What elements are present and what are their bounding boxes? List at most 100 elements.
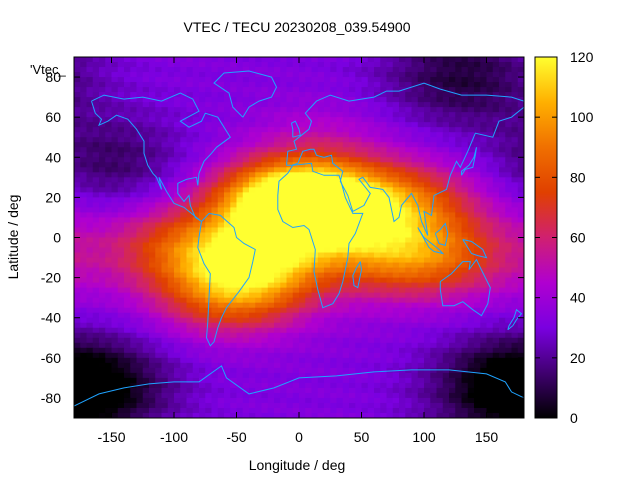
heatmap-cell (411, 392, 419, 399)
heatmap-cell (374, 307, 381, 314)
heatmap-cell (149, 362, 156, 369)
heatmap-cell (511, 57, 519, 63)
heatmap-cell (124, 72, 131, 78)
heatmap-cell (486, 357, 494, 364)
heatmap-cell (349, 212, 356, 219)
heatmap-cell (430, 117, 438, 123)
heatmap-cell (280, 302, 288, 309)
heatmap-cell (330, 72, 338, 78)
heatmap-cell (199, 197, 206, 203)
heatmap-cell (99, 287, 106, 294)
heatmap-cell (274, 392, 281, 399)
heatmap-cell (111, 87, 119, 93)
heatmap-cell (305, 357, 313, 364)
heatmap-cell (474, 217, 481, 224)
heatmap-cell (480, 252, 488, 259)
heatmap-cell (155, 237, 163, 244)
heatmap-cell (386, 167, 394, 173)
heatmap-cell (511, 197, 519, 203)
heatmap-cell (480, 187, 488, 193)
heatmap-cell (192, 107, 200, 113)
heatmap-cell (517, 152, 524, 158)
heatmap-cell (342, 297, 350, 304)
heatmap-cell (499, 397, 506, 404)
heatmap-cell (317, 392, 325, 399)
heatmap-cell (274, 182, 281, 188)
heatmap-cell (124, 152, 131, 158)
heatmap-cell (405, 122, 413, 128)
heatmap-cell (361, 327, 369, 334)
heatmap-cell (92, 277, 100, 284)
heatmap-cell (161, 342, 169, 349)
heatmap-cell (261, 262, 269, 269)
heatmap-cell (311, 92, 319, 98)
heatmap-cell (130, 252, 138, 259)
heatmap-cell (274, 337, 281, 344)
heatmap-cell (224, 177, 231, 183)
heatmap-cell (80, 207, 88, 214)
heatmap-cell (142, 122, 150, 128)
heatmap-cell (305, 397, 313, 404)
heatmap-cell (280, 287, 288, 294)
heatmap-cell (311, 67, 319, 73)
heatmap-cell (249, 177, 256, 183)
heatmap-cell (124, 97, 131, 103)
heatmap-cell (92, 57, 100, 63)
heatmap-cell (386, 382, 394, 389)
heatmap-cell (267, 72, 275, 78)
heatmap-cell (99, 397, 106, 404)
heatmap-cell (442, 257, 450, 264)
heatmap-cell (361, 377, 369, 384)
heatmap-cell (167, 372, 175, 379)
heatmap-cell (474, 62, 481, 68)
heatmap-cell (374, 167, 381, 173)
heatmap-cell (492, 357, 500, 364)
heatmap-cell (430, 332, 438, 339)
heatmap-cell (417, 382, 425, 389)
heatmap-cell (111, 262, 119, 269)
heatmap-cell (311, 177, 319, 183)
heatmap-cell (442, 137, 450, 143)
heatmap-cell (517, 67, 524, 73)
heatmap-cell (286, 92, 294, 98)
heatmap-cell (74, 347, 81, 354)
heatmap-cell (349, 177, 356, 183)
heatmap-cell (224, 342, 231, 349)
heatmap-cell (86, 87, 94, 93)
heatmap-cell (105, 217, 113, 224)
heatmap-cell (511, 82, 519, 88)
heatmap-cell (242, 317, 250, 324)
heatmap-cell (511, 327, 519, 334)
heatmap-cell (367, 312, 375, 319)
heatmap-cell (517, 367, 524, 374)
heatmap-cell (442, 187, 450, 193)
heatmap-cell (124, 212, 131, 219)
heatmap-cell (480, 237, 488, 244)
heatmap-cell (417, 102, 425, 108)
heatmap-cell (136, 97, 144, 103)
heatmap-cell (324, 167, 331, 173)
heatmap-cell (136, 267, 144, 274)
heatmap-cell (430, 82, 438, 88)
heatmap-cell (192, 232, 200, 239)
heatmap-cell (217, 347, 225, 354)
heatmap-cell (317, 312, 325, 319)
heatmap-cell (192, 247, 200, 254)
heatmap-cell (286, 102, 294, 108)
heatmap-cell (261, 102, 269, 108)
heatmap-cell (74, 132, 81, 138)
heatmap-cell (467, 77, 475, 83)
heatmap-cell (474, 287, 481, 294)
heatmap-cell (230, 192, 238, 198)
heatmap-cell (230, 247, 238, 254)
heatmap-cell (80, 312, 88, 319)
heatmap-cell (449, 242, 456, 249)
heatmap-cell (136, 87, 144, 93)
heatmap-cell (199, 357, 206, 364)
heatmap-cell (430, 112, 438, 118)
heatmap-cell (317, 197, 325, 203)
heatmap-cell (242, 272, 250, 279)
heatmap-cell (124, 277, 131, 284)
heatmap-cell (236, 312, 244, 319)
heatmap-cell (74, 142, 81, 148)
